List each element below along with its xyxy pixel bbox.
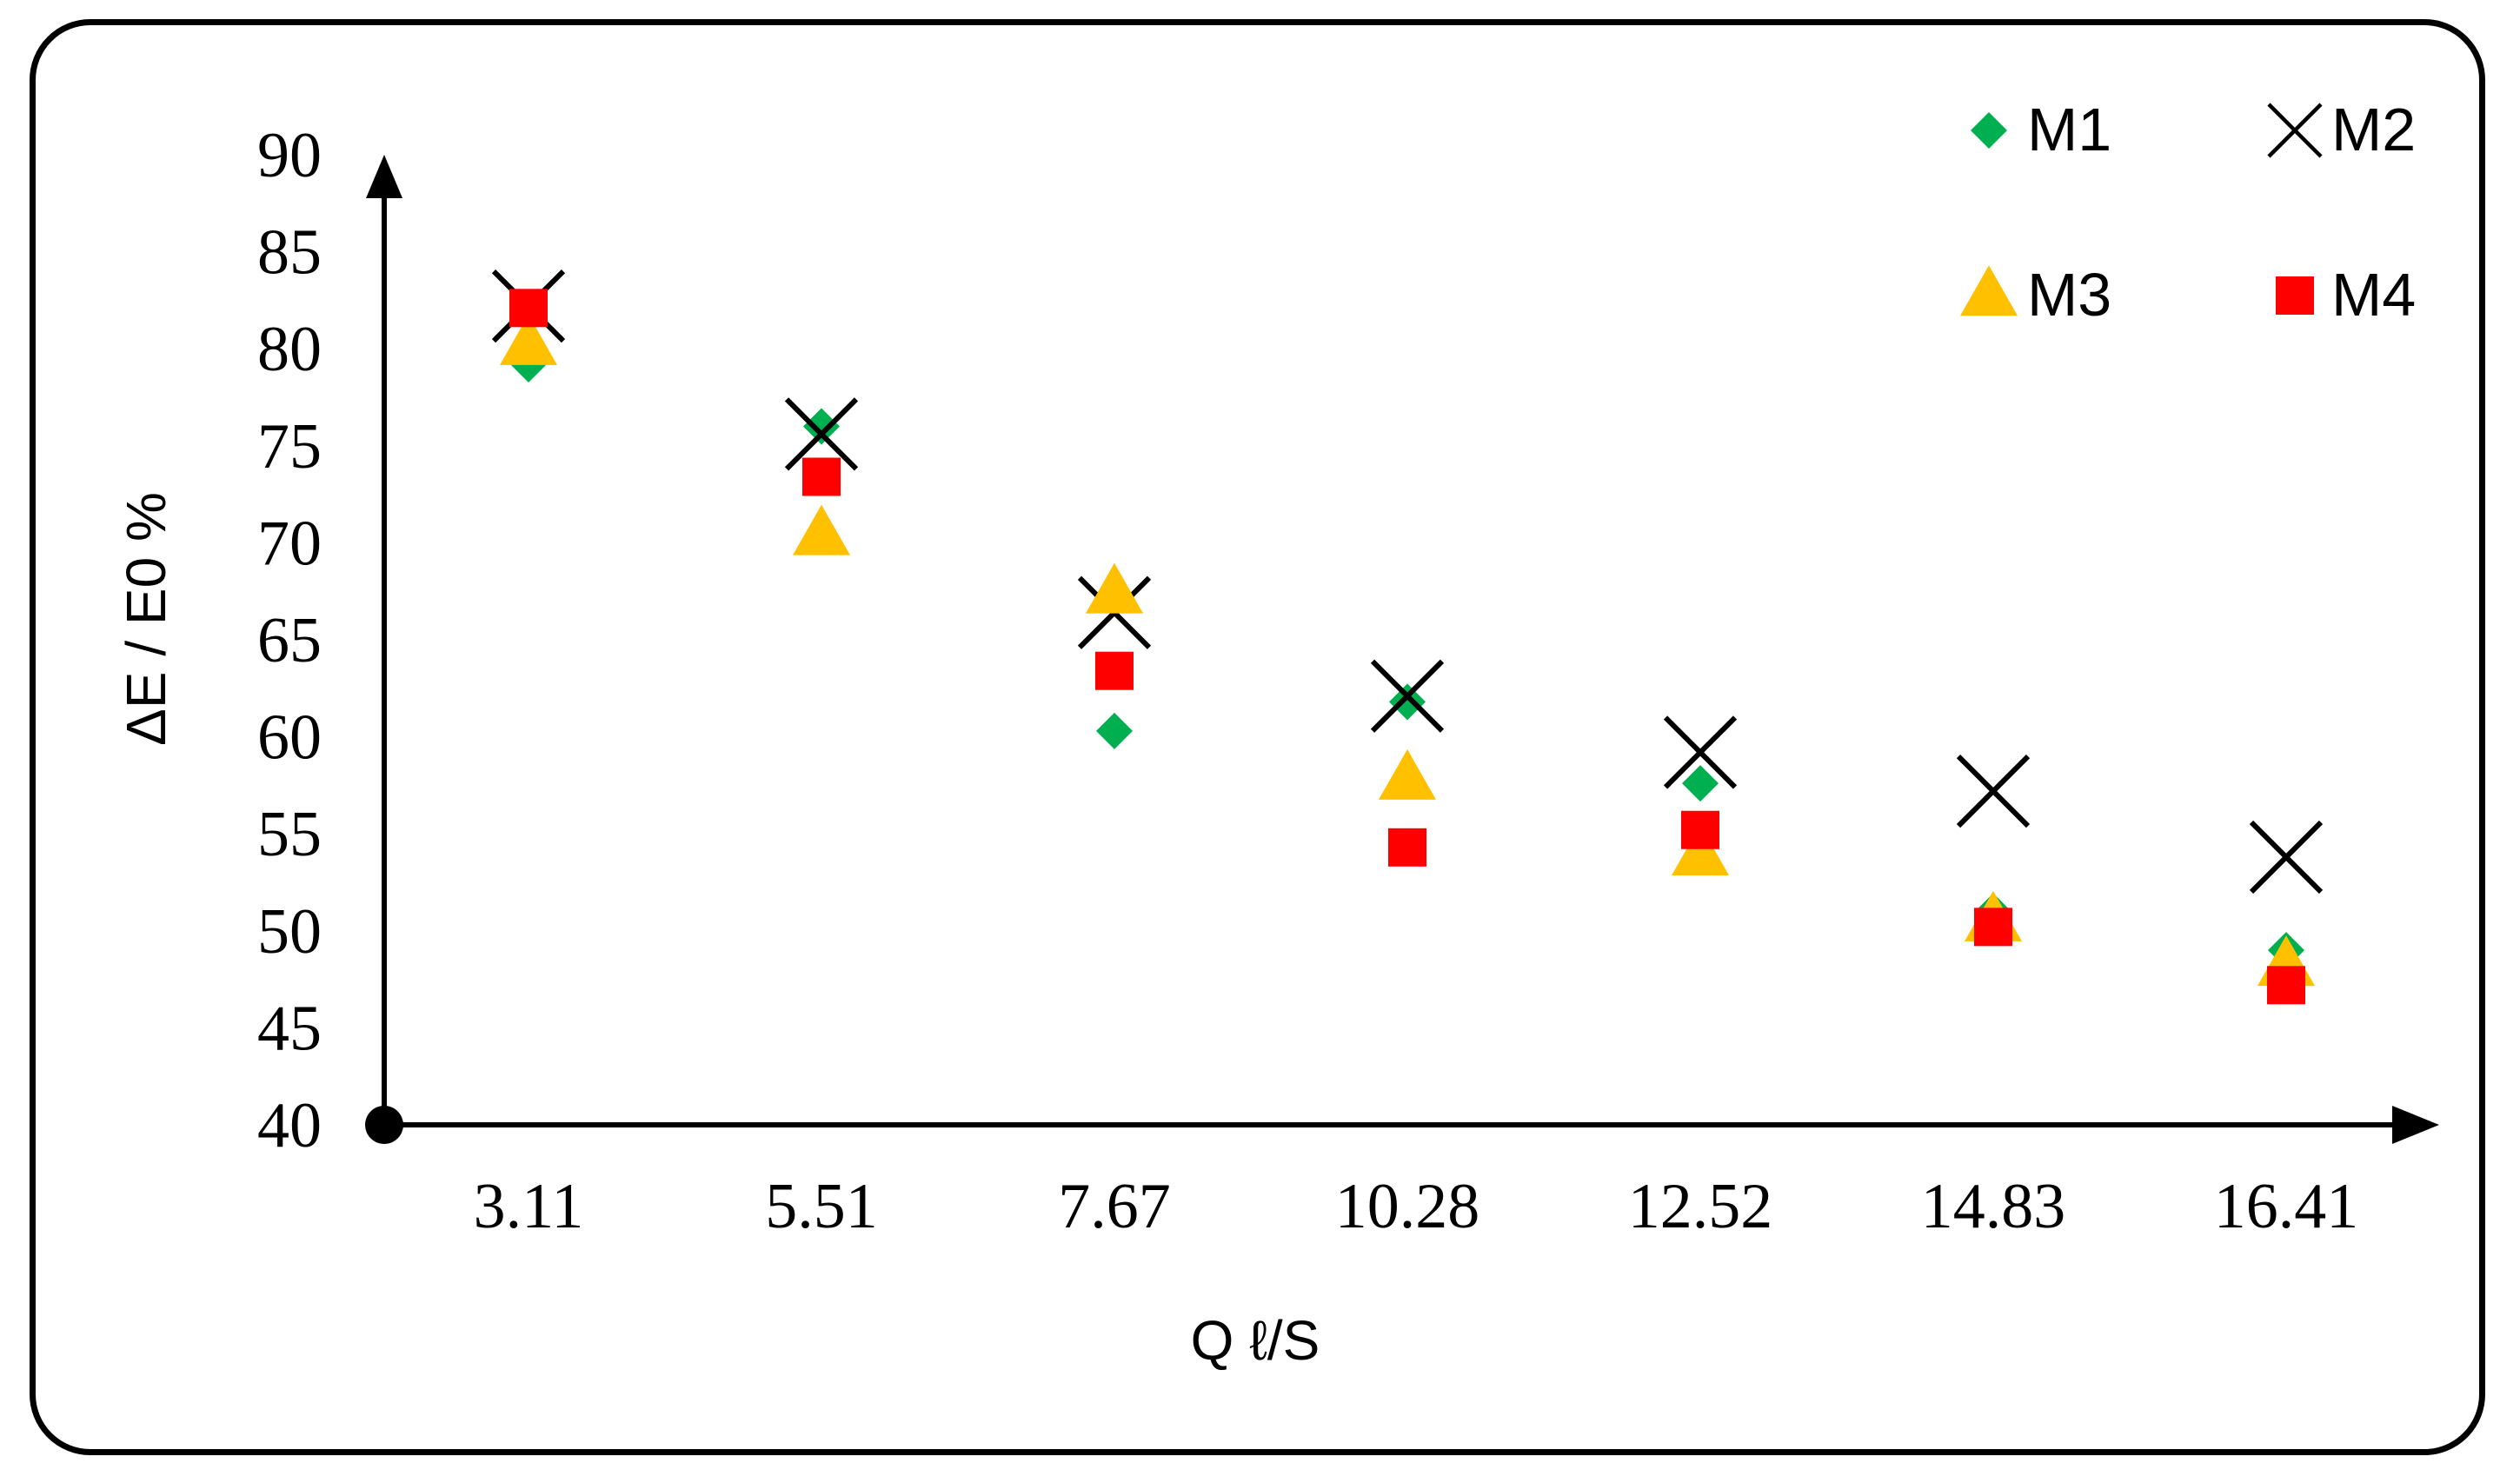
legend-label-m3: M3 [2027, 261, 2111, 329]
x-axis-title: Q ℓ/S [1191, 1309, 1320, 1372]
point-m4-0 [509, 289, 548, 328]
y-tick-label: 45 [257, 993, 322, 1064]
x-tick-label: 14.83 [1921, 1171, 2066, 1242]
x-tick-label: 3.11 [474, 1171, 584, 1242]
y-tick-label: 80 [257, 314, 322, 385]
x-axis-arrow [2392, 1106, 2439, 1144]
point-m1-1 [803, 408, 840, 445]
legend: M1 M2 M3 M4 [1960, 96, 2416, 329]
y-tick-label: 70 [257, 508, 322, 579]
point-m1-2 [1096, 712, 1133, 749]
y-tick-labels: 40 45 50 55 60 65 70 75 80 85 90 [257, 120, 322, 1161]
y-tick-label: 50 [257, 896, 322, 968]
point-m2-3 [1370, 659, 1445, 733]
y-axis-arrow [366, 155, 402, 198]
data-marks [491, 269, 2324, 1005]
origin-dot [365, 1106, 403, 1144]
y-tick-label: 40 [257, 1090, 322, 1161]
axes [365, 155, 2439, 1144]
legend-marker-m2 [2267, 103, 2323, 158]
point-m2-4 [1663, 715, 1738, 789]
y-tick-label: 85 [257, 217, 322, 289]
point-m2-6 [2249, 820, 2324, 894]
y-tick-label: 55 [257, 799, 322, 870]
legend-label-m1: M1 [2027, 96, 2111, 163]
point-m4-5 [1974, 908, 2012, 947]
chart-frame [30, 19, 2485, 1455]
x-tick-label: 12.52 [1628, 1171, 1773, 1242]
point-m4-1 [802, 457, 841, 496]
legend-marker-m1 [1971, 112, 2007, 149]
y-tick-label: 65 [257, 605, 322, 676]
legend-marker-m4 [2276, 276, 2314, 315]
legend-label-m2: M2 [2331, 96, 2416, 163]
x-tick-label: 16.41 [2214, 1171, 2359, 1242]
point-m3-2 [1086, 562, 1143, 614]
legend-marker-m3 [1960, 265, 2018, 316]
point-m4-3 [1388, 828, 1426, 867]
point-m3-4 [1672, 824, 1729, 875]
point-m1-3 [1389, 683, 1426, 721]
x-tick-label: 7.67 [1058, 1171, 1171, 1242]
point-m4-4 [1681, 810, 1719, 849]
point-m3-1 [793, 504, 850, 555]
x-tick-labels: 3.11 5.51 7.67 10.28 12.52 14.83 16.41 [474, 1171, 2359, 1242]
point-m4-6 [2267, 966, 2305, 1005]
point-m3-0 [500, 314, 557, 365]
y-tick-label: 90 [257, 120, 322, 191]
point-m3-3 [1379, 748, 1436, 800]
x-tick-label: 5.51 [765, 1171, 878, 1242]
y-tick-label: 60 [257, 702, 322, 774]
point-m1-4 [1682, 765, 1719, 802]
y-axis-title: ΔE / E0 % [115, 492, 177, 746]
x-tick-label: 10.28 [1335, 1171, 1480, 1242]
y-tick-label: 75 [257, 411, 322, 482]
point-m2-5 [1956, 754, 2031, 828]
point-m2-1 [784, 397, 859, 471]
legend-label-m4: M4 [2331, 261, 2416, 329]
point-m4-2 [1095, 651, 1134, 690]
